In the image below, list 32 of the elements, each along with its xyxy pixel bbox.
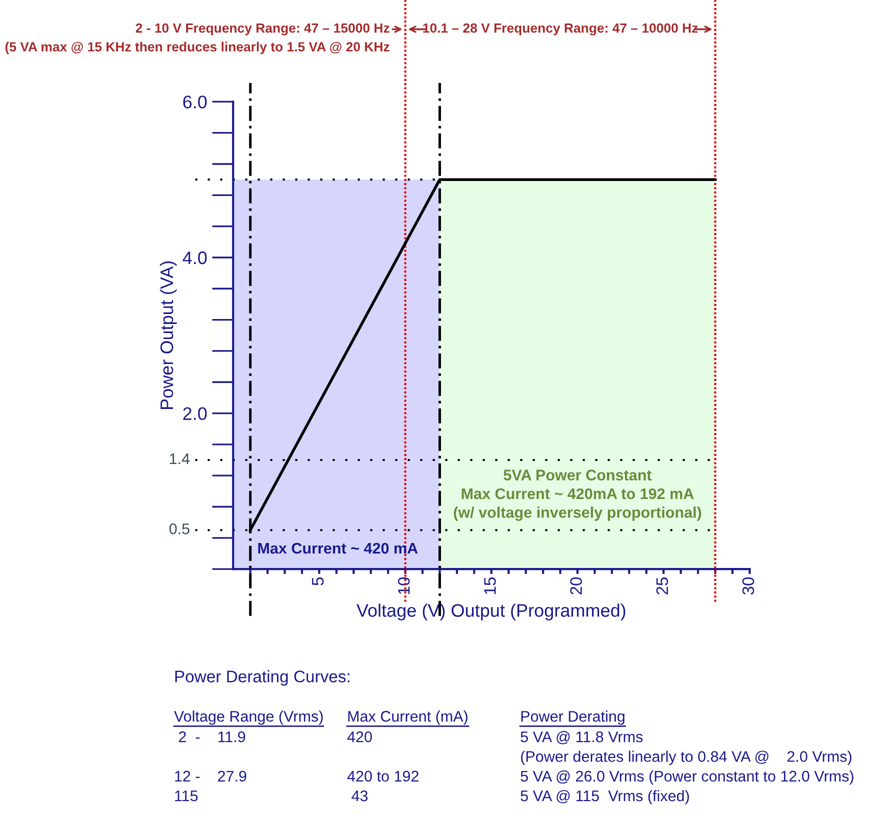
x-tick-label: 10 — [398, 577, 410, 594]
text: Power Derating Curves: — [175, 670, 350, 686]
x-axis-title: Voltage (V) Output (Programmed) — [356, 604, 626, 620]
y-axis-title: Power Output (VA) — [160, 261, 177, 409]
text: 10.1 – 28 V Frequency Range: 47 – 10000 Hz — [423, 23, 698, 36]
annotation: 5VA Power Constant Max Current ~ 420mA to 192 mA (w/ voltage inversely proportional) — [454, 470, 702, 521]
text: 43 — [352, 790, 368, 802]
text: Voltage Range (Vrms) — [174, 710, 323, 725]
text: Power Derating — [521, 710, 624, 725]
text: 2 - 11.9 — [178, 731, 246, 742]
x-tick-label: 30 — [742, 577, 754, 595]
text: 5 VA @ 26.0 Vrms (Power constant to 12.0 Vrms) — [520, 770, 854, 785]
text: 420 — [347, 731, 372, 742]
y-tick-label: 2.0 — [183, 407, 207, 420]
y-tick-label: 6.0 — [183, 96, 207, 108]
text: 5 VA @ 11.8 Vrms — [520, 731, 643, 744]
x-tick-label: 15 — [484, 577, 496, 594]
text: 115 — [175, 790, 198, 802]
ref-line-label: 0.5 — [169, 523, 190, 534]
x-tick-label: 25 — [656, 577, 668, 594]
text: (5 VA max @ 15 KHz then reduces linearly to 1.5 VA @ 20 KHz — [5, 42, 390, 54]
text: 12 - 27.9 — [175, 770, 246, 782]
x-tick-label: 5 — [312, 577, 324, 586]
text: 2 - 10 V Frequency Range: 47 – 15000 Hz — [136, 23, 390, 36]
ref-line-label: 1.4 — [170, 453, 190, 464]
text: 420 to 192 — [347, 770, 418, 782]
text: (Power derates linearly to 0.84 VA @ 2.0 Vrms) — [521, 750, 852, 765]
y-tick-label: 4.0 — [182, 251, 207, 264]
x-tick-label: 20 — [570, 577, 582, 594]
text: 5 VA @ 115 Vrms (fixed) — [520, 790, 689, 804]
annotation: Max Current ~ 420 mA — [258, 542, 418, 554]
text: Max Current (mA) — [348, 710, 468, 725]
